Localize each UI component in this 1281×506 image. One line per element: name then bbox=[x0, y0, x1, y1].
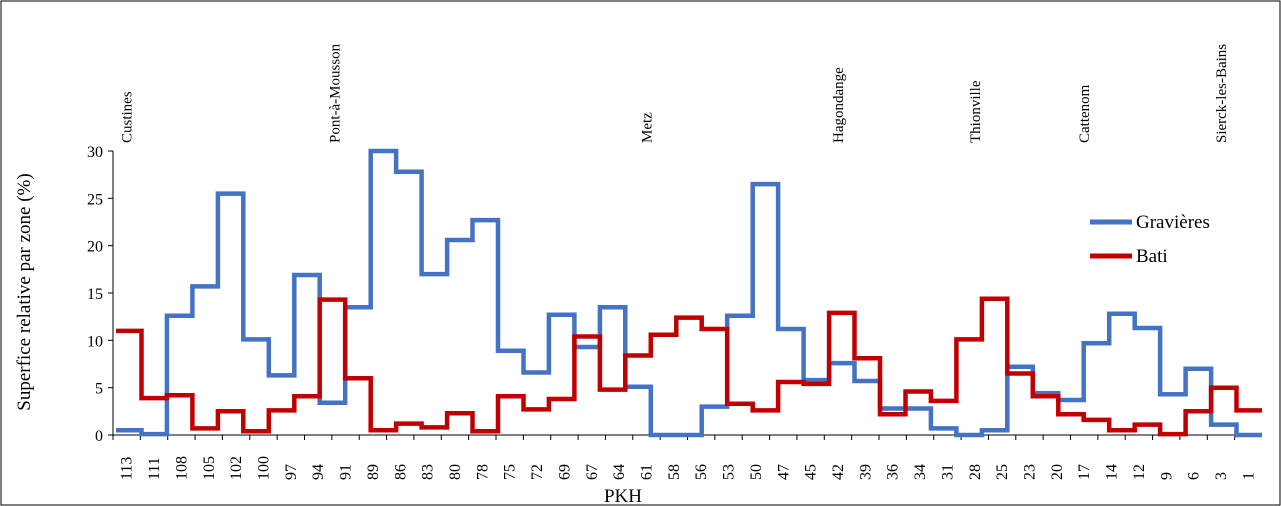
place-label: Custines bbox=[120, 91, 136, 143]
x-tick-label: 45 bbox=[803, 464, 820, 480]
x-tick-label: 102 bbox=[228, 456, 245, 480]
x-tick-label: 28 bbox=[967, 464, 984, 480]
series-layer bbox=[116, 148, 1262, 438]
series-line-gravi-res bbox=[116, 148, 1262, 438]
x-tick-label: 17 bbox=[1076, 464, 1093, 480]
x-axis-title: PKH bbox=[604, 486, 642, 506]
x-tick-label: 56 bbox=[693, 464, 710, 480]
x-tick-label: 50 bbox=[748, 464, 765, 480]
x-tick-label: 12 bbox=[1131, 464, 1148, 480]
x-tick-label: 94 bbox=[310, 464, 327, 480]
x-tick-label: 67 bbox=[584, 464, 601, 480]
x-tick-label: 80 bbox=[447, 464, 464, 480]
x-tick-label: 105 bbox=[201, 456, 218, 480]
x-tick-label: 20 bbox=[1049, 464, 1066, 480]
x-tick-label: 89 bbox=[365, 464, 382, 480]
x-tick-label: 34 bbox=[912, 464, 929, 480]
x-tick-label: 86 bbox=[392, 464, 409, 480]
place-label: Cattenom bbox=[1077, 84, 1093, 143]
place-label: Thionville bbox=[968, 80, 984, 143]
place-label: Pont-à-Mousson bbox=[328, 43, 344, 143]
x-tick-label: 31 bbox=[939, 464, 956, 480]
x-tick-label: 72 bbox=[529, 464, 546, 480]
x-tick-label: 53 bbox=[721, 464, 738, 480]
legend: Gravières Bati bbox=[1090, 212, 1210, 267]
y-tick-label: 25 bbox=[87, 191, 103, 208]
place-label: Metz bbox=[639, 112, 655, 143]
place-labels: Custines Pont-à-Mousson Metz Hagondange Thio… bbox=[120, 43, 1230, 143]
x-tick-label: 108 bbox=[173, 456, 190, 480]
x-tick-label: 39 bbox=[857, 464, 874, 480]
legend-label: Bati bbox=[1136, 246, 1168, 267]
x-tick-label: 75 bbox=[502, 464, 519, 480]
y-tick-label: 0 bbox=[95, 428, 103, 445]
series-line-bati bbox=[116, 296, 1262, 437]
y-axis: 0 5 10 15 20 25 30 bbox=[87, 144, 114, 445]
x-tick-label: 6 bbox=[1186, 472, 1203, 480]
x-tick-label: 9 bbox=[1158, 472, 1175, 480]
x-tick-label: 91 bbox=[338, 464, 355, 480]
x-tick-label: 111 bbox=[146, 457, 163, 480]
place-label: Sierck-les-Bains bbox=[1214, 44, 1230, 143]
x-tick-label: 23 bbox=[1021, 464, 1038, 480]
x-tick-label: 78 bbox=[474, 464, 491, 480]
y-tick-label: 15 bbox=[87, 286, 103, 303]
y-axis-title: Superfice relative par zone (%) bbox=[14, 173, 35, 410]
x-tick-label: 36 bbox=[885, 464, 902, 480]
x-tick-label: 61 bbox=[638, 464, 655, 480]
x-tick-label: 83 bbox=[420, 464, 437, 480]
y-tick-label: 10 bbox=[87, 333, 103, 350]
x-tick-label: 69 bbox=[556, 464, 573, 480]
y-tick-label: 30 bbox=[87, 144, 103, 161]
y-tick-label: 5 bbox=[95, 381, 103, 398]
x-tick-label: 14 bbox=[1104, 464, 1121, 480]
x-tick-label: 97 bbox=[283, 464, 300, 480]
x-tick-label: 64 bbox=[611, 464, 628, 480]
x-axis: 113 111 108 105 102 100 97 94 91 89 86 83 80 78 75 72 69… bbox=[112, 434, 1262, 480]
x-tick-label: 1 bbox=[1240, 472, 1257, 480]
x-tick-label: 25 bbox=[994, 464, 1011, 480]
legend-label: Gravières bbox=[1136, 212, 1210, 233]
x-tick-label: 47 bbox=[775, 464, 792, 480]
x-tick-label: 113 bbox=[119, 457, 136, 480]
place-label: Hagondange bbox=[831, 67, 847, 143]
x-tick-label: 58 bbox=[666, 464, 683, 480]
x-tick-label: 100 bbox=[255, 456, 272, 480]
y-tick-label: 20 bbox=[87, 239, 103, 256]
x-tick-label: 3 bbox=[1213, 472, 1230, 480]
x-tick-label: 42 bbox=[830, 464, 847, 480]
